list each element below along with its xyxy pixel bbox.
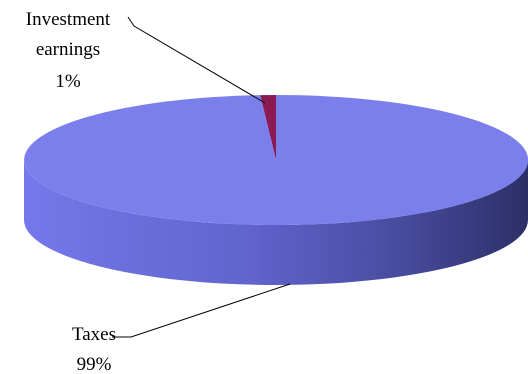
investment-leader-line <box>127 16 266 104</box>
pie-side-wall <box>24 160 528 285</box>
taxes-label-line2: 99% <box>77 354 112 374</box>
pie-slice-taxes <box>24 95 528 225</box>
pie-group <box>24 95 528 285</box>
pie-slice-investment-earnings <box>260 95 276 160</box>
taxes-leader-line <box>112 283 291 338</box>
investment-label-line2: earnings <box>36 39 100 60</box>
investment-label-line3: 1% <box>55 71 81 92</box>
taxes-label-line1: Taxes <box>72 324 116 345</box>
investment-label-line1: Investment <box>26 9 111 30</box>
